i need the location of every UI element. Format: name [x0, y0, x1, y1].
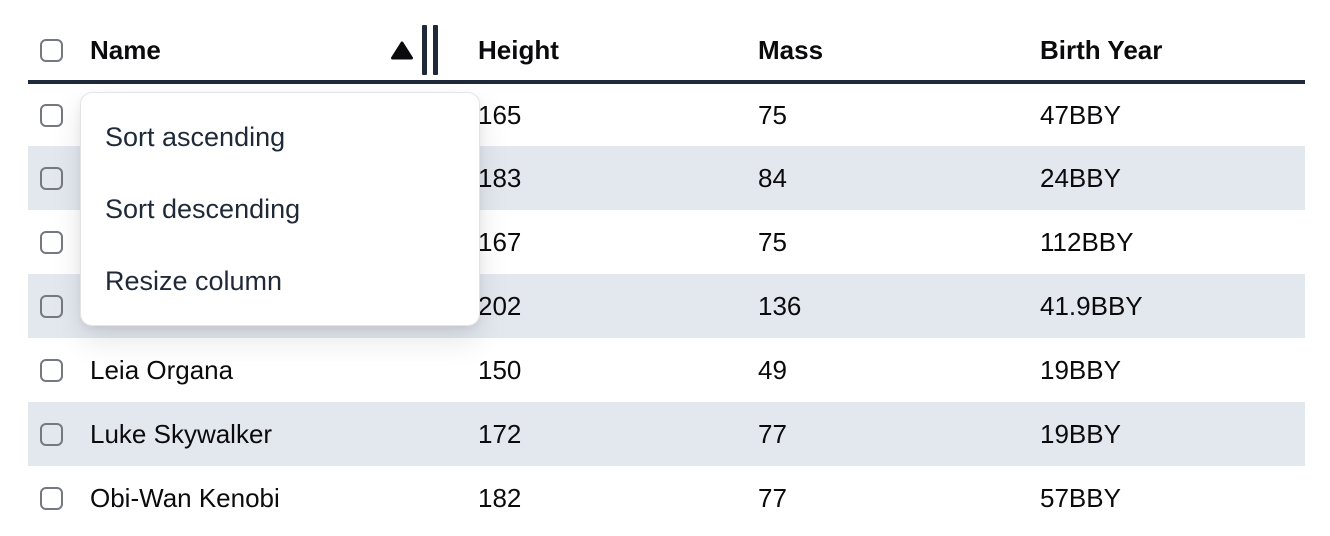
row-checkbox[interactable] [40, 358, 63, 382]
row-checkbox[interactable] [40, 230, 63, 254]
table-row: 165 75 47BBY [28, 82, 1305, 146]
cell-birth-year: 24BBY [1040, 162, 1121, 193]
cell-mass: 75 [758, 226, 787, 257]
cell-name: Leia Organa [90, 354, 234, 385]
cell-name: Luke Skywalker [90, 418, 273, 449]
column-header-name[interactable]: Name [72, 20, 460, 84]
header-row: Name Height Mass Birth Year [28, 20, 1305, 84]
column-resize-handle[interactable] [422, 25, 438, 75]
cell-mass: 77 [758, 482, 787, 511]
select-all-checkbox[interactable] [40, 38, 63, 62]
cell-mass: 75 [758, 99, 787, 130]
cell-birth-year: 19BBY [1040, 354, 1121, 385]
cell-mass: 77 [758, 418, 787, 449]
table-row: Luke Skywalker 172 77 19BBY [28, 402, 1305, 466]
cell-height: 202 [478, 290, 522, 321]
cell-height: 150 [478, 354, 522, 385]
column-header-name-label: Name [90, 34, 161, 65]
row-checkbox[interactable] [40, 103, 63, 127]
menu-item-sort-ascending[interactable]: Sort ascending [105, 121, 286, 152]
column-header-birth-year[interactable]: Birth Year [1022, 20, 1305, 84]
row-checkbox[interactable] [40, 294, 63, 318]
cell-birth-year: 57BBY [1040, 482, 1121, 511]
row-checkbox[interactable] [40, 422, 63, 446]
cell-birth-year: 41.9BBY [1040, 290, 1143, 321]
column-header-mass[interactable]: Mass [740, 20, 1022, 84]
cell-birth-year: 112BBY [1040, 226, 1134, 257]
cell-mass: 84 [758, 162, 787, 193]
cell-name: Obi-Wan Kenobi [90, 482, 280, 511]
row-checkbox[interactable] [40, 166, 63, 190]
column-context-menu: Sort ascending Sort descending Resize co… [80, 92, 480, 326]
cell-mass: 136 [758, 290, 802, 321]
cell-mass: 49 [758, 354, 787, 385]
cell-birth-year: 19BBY [1040, 418, 1121, 449]
cell-birth-year: 47BBY [1040, 99, 1121, 130]
sort-ascending-icon [391, 41, 413, 59]
column-header-height[interactable]: Height [460, 20, 740, 84]
table-row: Leia Organa 150 49 19BBY [28, 338, 1305, 402]
menu-item-sort-descending[interactable]: Sort descending [105, 193, 301, 224]
cell-height: 165 [478, 99, 522, 130]
menu-item-resize-column[interactable]: Resize column [105, 265, 283, 296]
cell-height: 182 [478, 482, 522, 511]
cell-height: 183 [478, 162, 522, 193]
cell-height: 172 [478, 418, 522, 449]
table-row: 167 75 112BBY [28, 210, 1305, 274]
row-checkbox[interactable] [40, 486, 63, 510]
select-all-cell [28, 20, 72, 84]
cell-height: 167 [478, 226, 522, 257]
table-row: Obi-Wan Kenobi 182 77 57BBY [28, 466, 1305, 510]
